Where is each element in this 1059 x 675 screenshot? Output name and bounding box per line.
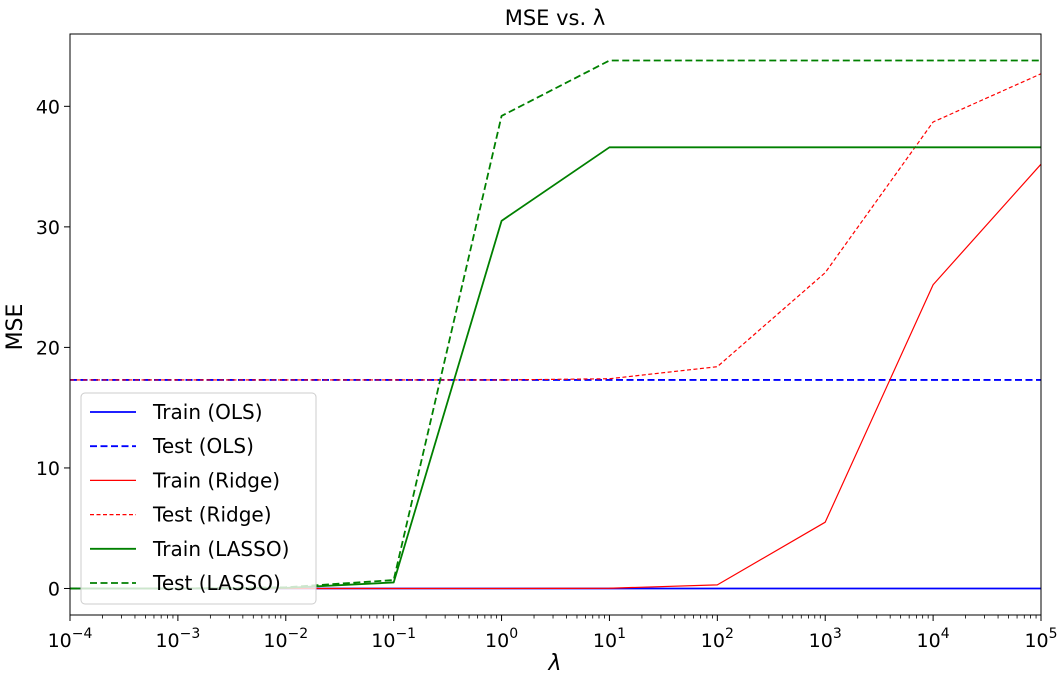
legend-label: Train (LASSO) — [152, 537, 289, 561]
y-tick-label: 20 — [36, 337, 60, 359]
legend-label: Train (Ridge) — [152, 468, 280, 492]
legend-box — [80, 392, 317, 605]
x-tick-label: 10−3 — [155, 626, 200, 652]
y-tick-label: 40 — [36, 96, 60, 118]
y-axis-label: MSE — [3, 304, 28, 351]
x-tick-label: 102 — [701, 626, 734, 652]
y-tick-label: 0 — [48, 578, 60, 600]
legend-label: Test (LASSO) — [152, 571, 281, 595]
x-tick-label: 10−2 — [263, 626, 308, 652]
x-axis-label: λ — [547, 651, 561, 675]
x-tick-label: 103 — [809, 626, 842, 652]
x-tick-label: 10−4 — [48, 626, 93, 652]
x-tick-label: 10−1 — [371, 626, 416, 652]
x-axis-ticks: 10−4 10−3 10−2 10−1 100 101 102 103 104 105 — [48, 615, 1058, 652]
legend-label: Test (Ridge) — [152, 503, 272, 527]
x-tick-label: 105 — [1024, 626, 1057, 652]
y-axis-ticks: 0 10 20 30 40 — [36, 96, 70, 600]
legend-label: Train (OLS) — [152, 400, 263, 424]
legend-label: Test (OLS) — [152, 434, 254, 458]
series-line-4 — [70, 73, 1041, 381]
y-tick-label: 10 — [36, 458, 60, 480]
x-tick-label: 104 — [917, 626, 950, 652]
y-tick-label: 30 — [36, 217, 60, 239]
axes-frame — [69, 33, 1042, 616]
legend: Train (OLS) Test (OLS) Train (Ridge) Test (… — [80, 392, 317, 605]
x-tick-label: 101 — [593, 626, 626, 652]
x-tick-label: 100 — [485, 626, 518, 652]
chart-title: MSE vs. λ — [505, 6, 606, 30]
